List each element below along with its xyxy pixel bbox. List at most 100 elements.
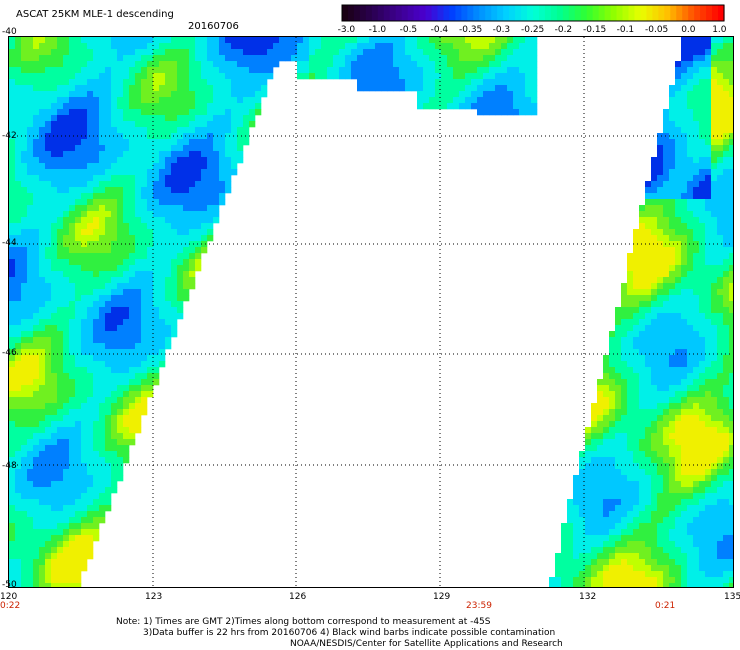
colorbar-swatch bbox=[700, 5, 707, 21]
colorbar-swatch bbox=[682, 5, 689, 21]
colorbar-tick-label: -0.35 bbox=[459, 25, 483, 35]
colorbar-swatch bbox=[556, 5, 564, 21]
colorbar-swatch bbox=[521, 5, 528, 21]
colorbar-tick-label: -0.3 bbox=[492, 25, 511, 35]
colorbar-swatch bbox=[527, 5, 534, 21]
colorbar-swatch bbox=[419, 5, 427, 21]
colorbar-swatch bbox=[652, 5, 659, 21]
colorbar-swatch bbox=[407, 5, 415, 21]
colorbar-swatch bbox=[473, 5, 480, 21]
colorbar-swatch bbox=[688, 5, 695, 21]
colorbar-swatch bbox=[437, 5, 445, 21]
colorbar-swatch bbox=[455, 5, 462, 21]
colorbar-tick-label: 0.0 bbox=[681, 25, 696, 35]
colorbar-swatch bbox=[425, 5, 433, 21]
colorbar-swatch bbox=[353, 5, 361, 21]
time-label: 23:59 bbox=[466, 601, 492, 611]
map-panel bbox=[8, 36, 734, 588]
date-label: 20160706 bbox=[188, 21, 239, 32]
colorbar-swatch bbox=[342, 5, 349, 21]
colorbar-swatch bbox=[485, 5, 492, 21]
time-label: 0:22 bbox=[0, 601, 21, 611]
colorbar-swatch bbox=[580, 5, 588, 21]
colorbar-swatch bbox=[562, 5, 570, 21]
colorbar-swatch bbox=[347, 5, 355, 21]
colorbar-swatch bbox=[646, 5, 653, 21]
colorbar-tick-label: -3.0 bbox=[337, 25, 356, 35]
chart-title: ASCAT 25KM MLE-1 descending bbox=[16, 9, 174, 20]
colorbar-swatch bbox=[491, 5, 498, 21]
colorbar-swatch bbox=[401, 5, 409, 21]
colorbar-swatch bbox=[503, 5, 510, 21]
colorbar-swatch bbox=[628, 5, 636, 21]
colorbar-swatch bbox=[377, 5, 385, 21]
note-line: 3)Data buffer is 22 hrs from 20160706 4)… bbox=[143, 628, 556, 638]
lon-label: 120 bbox=[0, 592, 18, 602]
colorbar-swatch bbox=[706, 5, 713, 21]
colorbar-tick-label: -0.4 bbox=[430, 25, 449, 35]
colorbar-swatch bbox=[497, 5, 504, 21]
colorbar-swatch bbox=[431, 5, 439, 21]
colorbar-swatch bbox=[712, 5, 719, 21]
colorbar-swatch bbox=[533, 5, 540, 21]
colorbar-swatch bbox=[610, 5, 618, 21]
colorbar-swatch bbox=[509, 5, 516, 21]
colorbar-swatch bbox=[634, 5, 642, 21]
colorbar-swatch bbox=[640, 5, 648, 21]
colorbar-swatch bbox=[550, 5, 558, 21]
colorbar-swatch bbox=[622, 5, 630, 21]
colorbar-swatch bbox=[598, 5, 606, 21]
colorbar-swatch bbox=[443, 5, 451, 21]
colorbar-swatch bbox=[479, 5, 486, 21]
lon-label: 123 bbox=[145, 592, 163, 602]
colorbar-frame bbox=[341, 4, 725, 22]
lat-label: -40 bbox=[2, 27, 17, 37]
lon-label: 135 bbox=[724, 592, 740, 602]
colorbar-swatch bbox=[515, 5, 522, 21]
colorbar-swatch bbox=[544, 5, 552, 21]
colorbar-swatch bbox=[461, 5, 468, 21]
colorbar-swatch bbox=[449, 5, 457, 21]
lon-label: 126 bbox=[289, 592, 307, 602]
colorbar-swatch bbox=[389, 5, 397, 21]
colorbar-swatch bbox=[574, 5, 582, 21]
colorbar-swatch bbox=[365, 5, 373, 21]
colorbar-swatch bbox=[658, 5, 665, 21]
colorbar-swatch bbox=[604, 5, 612, 21]
lon-label: 132 bbox=[579, 592, 597, 602]
colorbar-tick-label: -0.05 bbox=[645, 25, 669, 35]
note-line: Note: 1) Times are GMT 2)Times along bot… bbox=[116, 617, 491, 627]
colorbar-swatch bbox=[616, 5, 624, 21]
colorbar-swatch bbox=[383, 5, 391, 21]
colorbar-swatch bbox=[359, 5, 367, 21]
colorbar-swatch bbox=[467, 5, 474, 21]
note-line: NOAA/NESDIS/Center for Satellite Applica… bbox=[290, 639, 563, 649]
colorbar-swatch bbox=[670, 5, 677, 21]
colorbar-tick-label: -0.15 bbox=[583, 25, 607, 35]
lat-label: -44 bbox=[2, 238, 17, 248]
colorbar-swatch bbox=[676, 5, 683, 21]
lat-label: -48 bbox=[2, 461, 17, 471]
colorbar-swatch bbox=[538, 5, 546, 21]
colorbar-tick-label: -0.1 bbox=[616, 25, 635, 35]
colorbar-swatch bbox=[592, 5, 600, 21]
colorbar-swatch bbox=[395, 5, 403, 21]
colorbar-tick-label: -1.0 bbox=[368, 25, 387, 35]
colorbar-swatch bbox=[371, 5, 379, 21]
colorbar-tick-label: -0.2 bbox=[554, 25, 573, 35]
colorbar-swatch bbox=[664, 5, 671, 21]
colorbar bbox=[341, 4, 725, 22]
colorbar-swatch bbox=[694, 5, 701, 21]
colorbar-tick-label: -0.5 bbox=[399, 25, 418, 35]
colorbar-swatch bbox=[413, 5, 421, 21]
time-label: 0:21 bbox=[655, 601, 676, 611]
mle-swath-map bbox=[9, 37, 733, 587]
lat-label: -46 bbox=[2, 348, 17, 358]
colorbar-tick-label: 1.0 bbox=[712, 25, 727, 35]
lon-label: 129 bbox=[433, 592, 451, 602]
colorbar-swatch bbox=[718, 5, 725, 21]
colorbar-swatch bbox=[568, 5, 576, 21]
lat-label: -42 bbox=[2, 131, 17, 141]
colorbar-swatch bbox=[586, 5, 594, 21]
colorbar-tick-label: -0.25 bbox=[521, 25, 545, 35]
